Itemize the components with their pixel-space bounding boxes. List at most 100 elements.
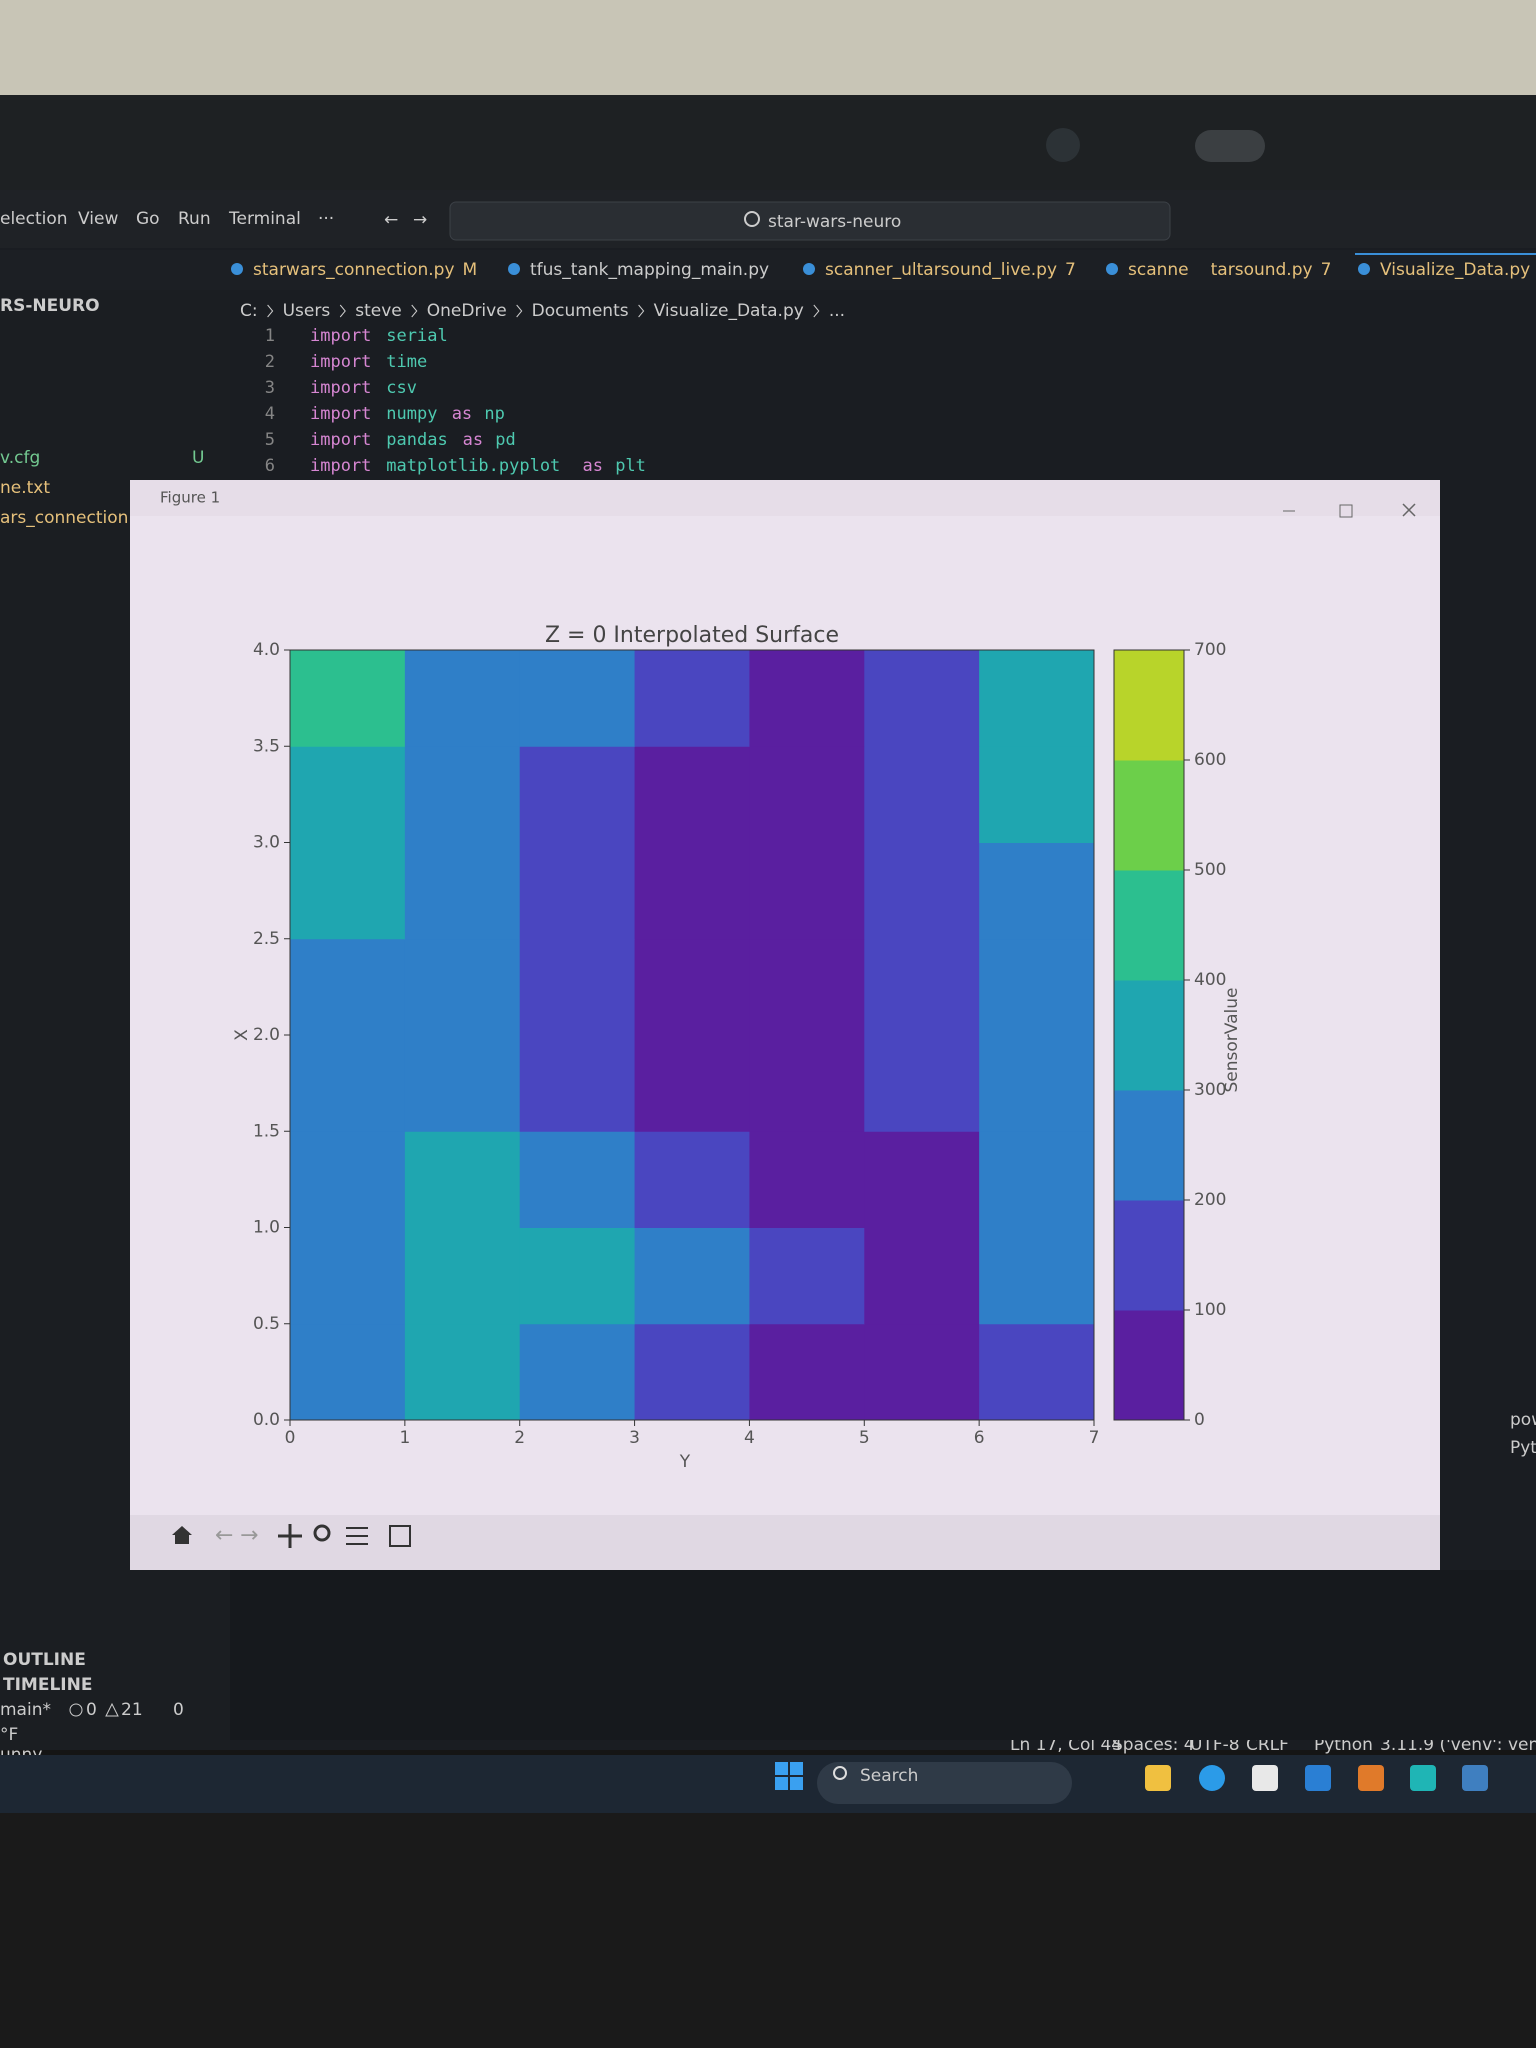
- menu-item[interactable]: election: [0, 209, 68, 229]
- code-token: import: [310, 326, 371, 346]
- surface-cell: [749, 938, 865, 1036]
- taskbar-app[interactable]: [1252, 1765, 1278, 1791]
- code-token: matplotlib.pyplot: [386, 456, 560, 476]
- surface-cell: [519, 1227, 636, 1325]
- taskbar-app[interactable]: [1410, 1765, 1436, 1791]
- surface-cell: [404, 1035, 521, 1132]
- taskbar-app[interactable]: [1145, 1765, 1171, 1791]
- explorer-file[interactable]: ne.txt: [0, 478, 50, 498]
- maximize-button[interactable]: [1339, 504, 1353, 518]
- surface-cell: [749, 746, 865, 843]
- home-button[interactable]: [172, 1526, 192, 1544]
- surface-cell: [749, 1035, 865, 1132]
- surface-cell: [404, 938, 521, 1036]
- menu-item[interactable]: View: [78, 209, 118, 229]
- tab-title[interactable]: scanner_ultarsound_live.py: [825, 260, 1057, 280]
- breadcrumb-item[interactable]: Users: [283, 301, 331, 321]
- breadcrumb-item[interactable]: steve: [355, 301, 402, 321]
- colorbar-tick-label: 0: [1194, 1410, 1205, 1430]
- tab-title[interactable]: starwars_connection.py: [253, 260, 455, 280]
- y-axis-label: X: [232, 1029, 252, 1041]
- file-icon: [1106, 263, 1118, 275]
- forward-button[interactable]: →: [240, 1523, 258, 1548]
- menu-item[interactable]: Terminal: [228, 209, 301, 229]
- explorer-file[interactable]: v.cfg: [0, 448, 40, 468]
- surface-cell: [290, 938, 406, 1036]
- breadcrumb-item[interactable]: Documents: [532, 301, 629, 321]
- surface-cell: [404, 842, 521, 940]
- error-icon: [69, 1703, 83, 1717]
- explorer-file[interactable]: ars_connection.py: [0, 508, 155, 528]
- search-icon: [744, 211, 760, 227]
- colorbar-tick-label: 500: [1194, 860, 1226, 880]
- git-branch[interactable]: main*: [0, 1700, 51, 1720]
- surface-cell: [404, 746, 521, 843]
- colorbar-tick-label: 100: [1194, 1300, 1226, 1320]
- tab-badge: 7: [1065, 260, 1076, 280]
- colorbar-frame: [1113, 649, 1185, 1421]
- breadcrumb-item[interactable]: Visualize_Data.py: [654, 301, 804, 321]
- surface-cell: [749, 1227, 865, 1325]
- colorbar-label: SensorValue: [1222, 988, 1242, 1093]
- breadcrumb-item[interactable]: ...: [829, 301, 845, 321]
- breadcrumb-separator: [813, 304, 820, 318]
- x-tick-label: 4: [744, 1428, 755, 1448]
- figure-toolbar: [130, 1515, 1440, 1570]
- tab-title[interactable]: tfus_tank_mapping_main.py: [530, 260, 769, 280]
- save-button[interactable]: [389, 1525, 411, 1547]
- surface-cell: [634, 650, 750, 747]
- menu-item[interactable]: Run: [178, 209, 211, 229]
- code-token: pd: [495, 430, 515, 450]
- file-icon: [1358, 263, 1370, 275]
- tab-title[interactable]: scanne: [1128, 260, 1189, 280]
- warning-count[interactable]: 21: [121, 1700, 143, 1720]
- camera: [1046, 128, 1080, 162]
- port-count[interactable]: 0: [173, 1700, 184, 1720]
- logo-square: [790, 1762, 803, 1775]
- colorbar-tick-label: 600: [1194, 750, 1226, 770]
- surface-cell: [749, 1131, 865, 1228]
- surface-cell: [290, 1227, 406, 1325]
- line-number: 2: [265, 352, 275, 372]
- breadcrumb-item[interactable]: OneDrive: [427, 301, 507, 321]
- command-center-text[interactable]: star-wars-neuro: [768, 212, 901, 232]
- taskbar-app[interactable]: [1199, 1765, 1225, 1791]
- zoom-button[interactable]: [313, 1524, 331, 1542]
- code-token: time: [386, 352, 427, 372]
- terminal-list-item[interactable]: pow: [1510, 1410, 1536, 1430]
- windows-logo[interactable]: [775, 1762, 803, 1790]
- back-button[interactable]: ←: [215, 1523, 233, 1548]
- terminal-list-item[interactable]: Pyth: [1510, 1438, 1536, 1458]
- warning-icon: [105, 1702, 119, 1717]
- taskbar-app[interactable]: [1462, 1765, 1488, 1791]
- x-tick-label: 1: [399, 1428, 410, 1448]
- breadcrumb-item[interactable]: C:: [240, 301, 258, 321]
- taskbar-app[interactable]: [1358, 1765, 1384, 1791]
- code-token: as: [583, 456, 603, 476]
- configure-button[interactable]: [346, 1527, 368, 1545]
- line-number: 5: [265, 430, 275, 450]
- sidebar-section[interactable]: OUTLINE: [3, 1650, 86, 1670]
- error-count[interactable]: 0: [86, 1700, 97, 1720]
- code-token: serial: [386, 326, 447, 346]
- menu-item[interactable]: Go: [136, 209, 160, 229]
- surface-cell: [864, 842, 980, 940]
- tab-title[interactable]: tarsound.py: [1211, 260, 1313, 280]
- nav-forward[interactable]: →: [413, 210, 427, 230]
- surface-cell: [290, 1131, 406, 1228]
- close-button[interactable]: [1402, 503, 1416, 517]
- taskbar-search-text[interactable]: Search: [860, 1766, 918, 1786]
- menu-item[interactable]: ···: [318, 209, 334, 229]
- surface-cell: [864, 938, 980, 1036]
- taskbar-search[interactable]: [817, 1762, 1072, 1804]
- tab-title[interactable]: Visualize_Data.py: [1380, 260, 1530, 280]
- surface-cell: [864, 1131, 980, 1228]
- file-icon: [508, 263, 520, 275]
- sidebar-section[interactable]: TIMELINE: [3, 1675, 92, 1695]
- command-center[interactable]: [449, 201, 1171, 241]
- nav-back[interactable]: ←: [384, 210, 398, 230]
- taskbar-app[interactable]: [1305, 1765, 1331, 1791]
- room-background: [0, 0, 1536, 100]
- surface-cell: [634, 1035, 750, 1132]
- pan-button[interactable]: [278, 1524, 302, 1548]
